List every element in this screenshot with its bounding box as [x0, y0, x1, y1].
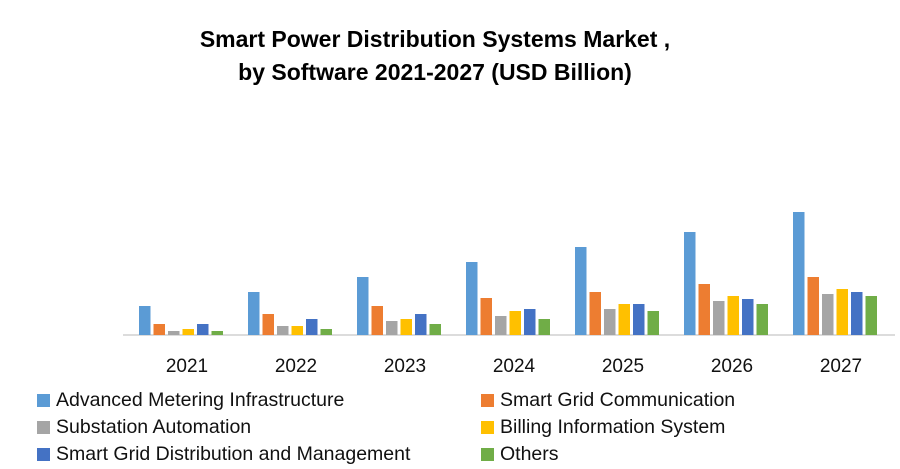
legend-swatch — [37, 448, 50, 461]
legend-item: Smart Grid Communication — [481, 389, 735, 412]
bar — [713, 301, 725, 335]
legend-label: Substation Automation — [56, 416, 252, 438]
legend-item: Substation Automation — [37, 416, 251, 439]
x-tick-label: 2027 — [820, 356, 862, 377]
legend-label: Smart Grid Communication — [500, 389, 736, 411]
bar — [618, 304, 630, 335]
x-tick-label: 2022 — [275, 356, 317, 377]
bar — [807, 277, 819, 335]
bar — [480, 298, 492, 335]
bar — [386, 321, 398, 335]
legend-label: Others — [500, 443, 559, 465]
legend-swatch — [37, 394, 50, 407]
legend-label: Billing Information System — [500, 416, 726, 438]
bar — [647, 311, 659, 335]
bar — [211, 331, 223, 335]
bar — [168, 331, 180, 335]
bar — [684, 232, 696, 335]
bar — [793, 212, 805, 335]
bar — [822, 294, 834, 335]
bar — [589, 292, 601, 335]
bar — [742, 299, 754, 335]
x-tick-label: 2021 — [166, 356, 208, 377]
bar — [633, 304, 645, 335]
bar — [371, 306, 383, 335]
bar — [495, 316, 507, 335]
x-tick-label: 2024 — [493, 356, 536, 377]
bar — [320, 329, 332, 335]
legend-swatch — [481, 394, 494, 407]
bar — [262, 314, 274, 335]
legend-item: Others — [481, 443, 559, 466]
legend-swatch — [481, 448, 494, 461]
bar — [851, 292, 863, 335]
bar — [698, 284, 710, 335]
bar — [429, 324, 441, 335]
x-tick-label: 2025 — [602, 356, 644, 377]
legend-item: Billing Information System — [481, 416, 725, 439]
legend-swatch — [481, 421, 494, 434]
legend-item: Smart Grid Distribution and Management — [37, 443, 410, 466]
chart-title: Smart Power Distribution Systems Market … — [199, 26, 671, 52]
bar — [277, 326, 289, 335]
bar — [248, 292, 260, 335]
bar — [139, 306, 151, 335]
bar — [466, 262, 478, 335]
bar — [306, 319, 318, 335]
chart-subtitle: by Software 2021-2027 (USD Billion) — [238, 59, 632, 85]
bar — [415, 314, 427, 335]
bar — [575, 247, 587, 335]
bar — [538, 319, 550, 335]
bar — [524, 309, 536, 335]
legend-label: Advanced Metering Infrastructure — [56, 389, 345, 411]
bar — [836, 289, 848, 335]
legend-item: Advanced Metering Infrastructure — [37, 389, 344, 412]
bar — [400, 319, 412, 335]
bar — [291, 326, 303, 335]
x-tick-label: 2026 — [711, 356, 753, 377]
bar — [865, 296, 877, 335]
x-tick-label: 2023 — [384, 356, 426, 377]
bar — [153, 324, 165, 335]
bar — [756, 304, 768, 335]
legend-label: Smart Grid Distribution and Management — [56, 443, 411, 465]
bar — [604, 309, 616, 335]
bar — [182, 329, 194, 335]
bar — [727, 296, 739, 335]
bar — [357, 277, 369, 335]
bar — [509, 311, 521, 335]
bar — [197, 324, 209, 335]
legend-swatch — [37, 421, 50, 434]
